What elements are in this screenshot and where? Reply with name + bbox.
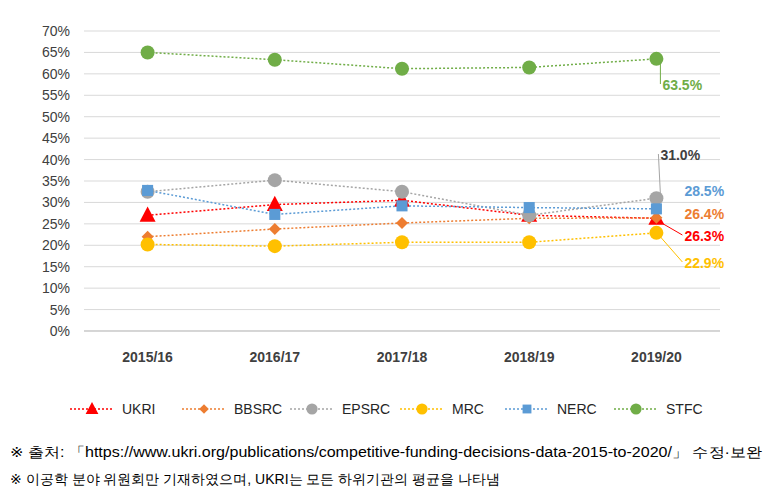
y-tick-label: 70% bbox=[42, 23, 70, 39]
legend-item: EPSRC bbox=[290, 401, 390, 417]
series-marker bbox=[268, 239, 282, 253]
plot-area bbox=[140, 45, 665, 253]
y-tick-label: 5% bbox=[50, 302, 70, 318]
grid-line bbox=[84, 159, 720, 160]
series-marker bbox=[524, 202, 535, 213]
x-tick-label: 2016/17 bbox=[249, 349, 300, 365]
grid-line bbox=[84, 266, 720, 267]
label-leader bbox=[660, 222, 682, 235]
series-marker bbox=[649, 191, 663, 205]
series-marker bbox=[140, 206, 156, 221]
grid-line bbox=[84, 95, 720, 96]
series-marker bbox=[522, 60, 536, 74]
legend-label: BBSRC bbox=[234, 401, 282, 417]
legend-label: EPSRC bbox=[342, 401, 390, 417]
data-label: 28.5% bbox=[684, 183, 724, 199]
series-marker bbox=[395, 62, 409, 76]
y-tick-label: 20% bbox=[42, 237, 70, 253]
grid-line bbox=[84, 52, 720, 53]
legend-label: MRC bbox=[452, 401, 484, 417]
legend-label: NERC bbox=[557, 401, 597, 417]
series-line bbox=[148, 190, 657, 214]
y-tick-label: 15% bbox=[42, 259, 70, 275]
legend-marker bbox=[416, 403, 427, 414]
x-tick-label: 2018/19 bbox=[504, 349, 555, 365]
y-tick-label: 40% bbox=[42, 152, 70, 168]
y-tick-label: 50% bbox=[42, 109, 70, 125]
legend-item: BBSRC bbox=[182, 401, 282, 417]
y-tick-label: 0% bbox=[50, 323, 70, 339]
data-label: 22.9% bbox=[684, 255, 724, 271]
series-marker bbox=[396, 200, 407, 211]
grid-line bbox=[84, 138, 720, 139]
legend-item: STFC bbox=[614, 401, 703, 417]
series-line bbox=[148, 218, 657, 237]
label-leader bbox=[660, 237, 682, 262]
legend-marker bbox=[630, 403, 641, 414]
grid-line bbox=[84, 309, 720, 310]
series-line bbox=[148, 180, 657, 215]
series-marker bbox=[269, 209, 280, 220]
legend-label: UKRI bbox=[122, 401, 155, 417]
series-line bbox=[148, 200, 657, 218]
series-marker bbox=[141, 45, 155, 59]
series-marker bbox=[141, 185, 155, 199]
legend-marker bbox=[306, 403, 317, 414]
y-tick-label: 65% bbox=[42, 44, 70, 60]
legend-item: MRC bbox=[400, 401, 484, 417]
chart-root: 0% 5% 10% 15% 20% 25% 30% 35% 40% 45% 50% 55% 60% 65%… bbox=[0, 0, 781, 501]
series-marker bbox=[141, 237, 155, 251]
legend-label: STFC bbox=[666, 401, 703, 417]
footnote: ※ 이공학 분야 위원회만 기재하였으며, UKRI는 모든 하위기관의 평균을… bbox=[10, 471, 500, 487]
legend-marker bbox=[199, 404, 209, 414]
series-marker bbox=[142, 185, 153, 196]
x-tick-label: 2015/16 bbox=[122, 349, 173, 365]
data-label: 26.4% bbox=[684, 206, 724, 222]
y-tick-label: 55% bbox=[42, 87, 70, 103]
series-marker bbox=[267, 196, 283, 211]
series-marker bbox=[651, 203, 662, 214]
legend-item: UKRI bbox=[70, 401, 155, 417]
series-marker bbox=[649, 52, 663, 66]
grid-line bbox=[84, 288, 720, 289]
x-axis-line bbox=[84, 331, 720, 332]
grid-line bbox=[84, 116, 720, 117]
legend-marker bbox=[86, 402, 99, 414]
legend-marker bbox=[523, 405, 532, 414]
data-label: 31.0% bbox=[660, 147, 700, 163]
grid-line bbox=[84, 31, 720, 32]
series-marker bbox=[269, 223, 281, 235]
y-tick-label: 30% bbox=[42, 194, 70, 210]
chart: 0% 5% 10% 15% 20% 25% 30% 35% 40% 45% 50% 55% 60% 65%… bbox=[0, 0, 781, 501]
series-marker bbox=[396, 217, 408, 229]
y-tick-label: 60% bbox=[42, 66, 70, 82]
x-tick-label: 2019/20 bbox=[631, 349, 682, 365]
label-leader bbox=[660, 63, 661, 84]
x-tick-label: 2017/18 bbox=[377, 349, 428, 365]
series-marker bbox=[268, 53, 282, 67]
data-label: 26.3% bbox=[684, 228, 724, 244]
series-marker bbox=[268, 173, 282, 187]
y-tick-label: 25% bbox=[42, 216, 70, 232]
grid-line bbox=[84, 331, 720, 332]
series-marker bbox=[522, 235, 536, 249]
series-marker bbox=[395, 185, 409, 199]
data-label: 63.5% bbox=[662, 77, 702, 93]
legend-item: NERC bbox=[505, 401, 597, 417]
grid-line bbox=[84, 181, 720, 182]
footnote: ※ 출처: 「https://www.ukri.org/publications… bbox=[10, 444, 762, 460]
y-tick-label: 45% bbox=[42, 130, 70, 146]
y-tick-label: 35% bbox=[42, 173, 70, 189]
series-marker bbox=[395, 235, 409, 249]
y-tick-label: 10% bbox=[42, 280, 70, 296]
